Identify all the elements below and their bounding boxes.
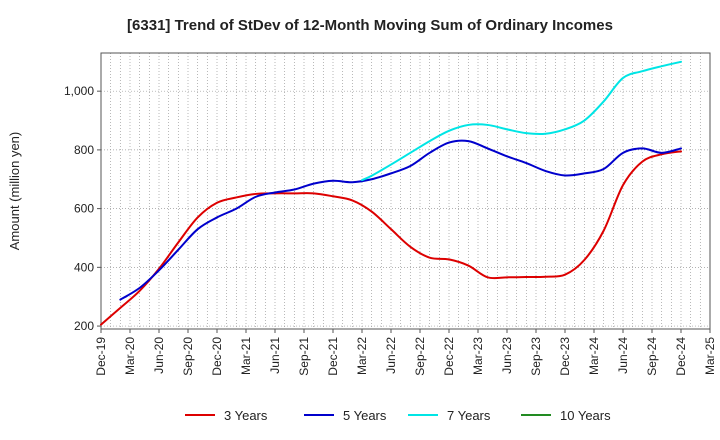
chart-title: [6331] Trend of StDev of 12-Month Moving… [127, 17, 613, 34]
x-tick-label: Jun-21 [268, 337, 282, 374]
y-tick-label: 800 [74, 143, 94, 157]
series-line-5-years [119, 139, 682, 301]
x-tick-label: Dec-21 [326, 337, 340, 376]
y-axis-label: Amount (million yen) [7, 132, 22, 251]
x-tick-label: Sep-21 [297, 337, 311, 376]
x-tick-label: Sep-24 [645, 337, 659, 376]
x-tick-label: Jun-22 [384, 337, 398, 374]
legend-label-5-years: 5 Years [343, 408, 387, 423]
x-tick-label: Dec-19 [94, 337, 108, 376]
y-tick-label: 1,000 [64, 84, 94, 98]
x-tick-label: Sep-22 [413, 337, 427, 376]
y-axis: 200 400 600 800 1,000 [64, 84, 101, 333]
x-tick-label: Mar-22 [355, 337, 369, 375]
legend-label-7-years: 7 Years [447, 408, 491, 423]
x-tick-label: Dec-20 [210, 337, 224, 376]
legend-label-10-years: 10 Years [560, 408, 611, 423]
x-axis: Dec-19 Mar-20 Jun-20 Sep-20 Dec-20 Mar-21 Jun-… [94, 329, 717, 376]
x-tick-label: Mar-21 [239, 337, 253, 375]
series-lines [100, 60, 682, 326]
x-tick-label: Sep-20 [181, 337, 195, 376]
legend: 3 Years 5 Years 7 Years 10 Years [185, 408, 611, 423]
x-tick-label: Mar-23 [471, 337, 485, 375]
x-tick-label: Mar-25 [703, 337, 717, 375]
legend-label-3-years: 3 Years [224, 408, 268, 423]
x-tick-label: Dec-24 [674, 337, 688, 376]
x-tick-label: Dec-22 [442, 337, 456, 376]
x-tick-label: Jun-24 [616, 337, 630, 374]
x-tick-label: Mar-20 [123, 337, 137, 375]
gridlines [100, 53, 711, 329]
x-tick-label: Sep-23 [529, 337, 543, 376]
x-tick-label: Jun-23 [500, 337, 514, 374]
series-line-3-years [100, 150, 682, 326]
y-tick-label: 600 [74, 202, 94, 216]
x-tick-label: Jun-20 [152, 337, 166, 374]
y-tick-label: 400 [74, 260, 94, 274]
x-tick-label: Dec-23 [558, 337, 572, 376]
x-tick-label: Mar-24 [587, 337, 601, 375]
plot-area [100, 52, 711, 330]
y-tick-label: 200 [74, 319, 94, 333]
series-line-7-years [361, 60, 682, 182]
